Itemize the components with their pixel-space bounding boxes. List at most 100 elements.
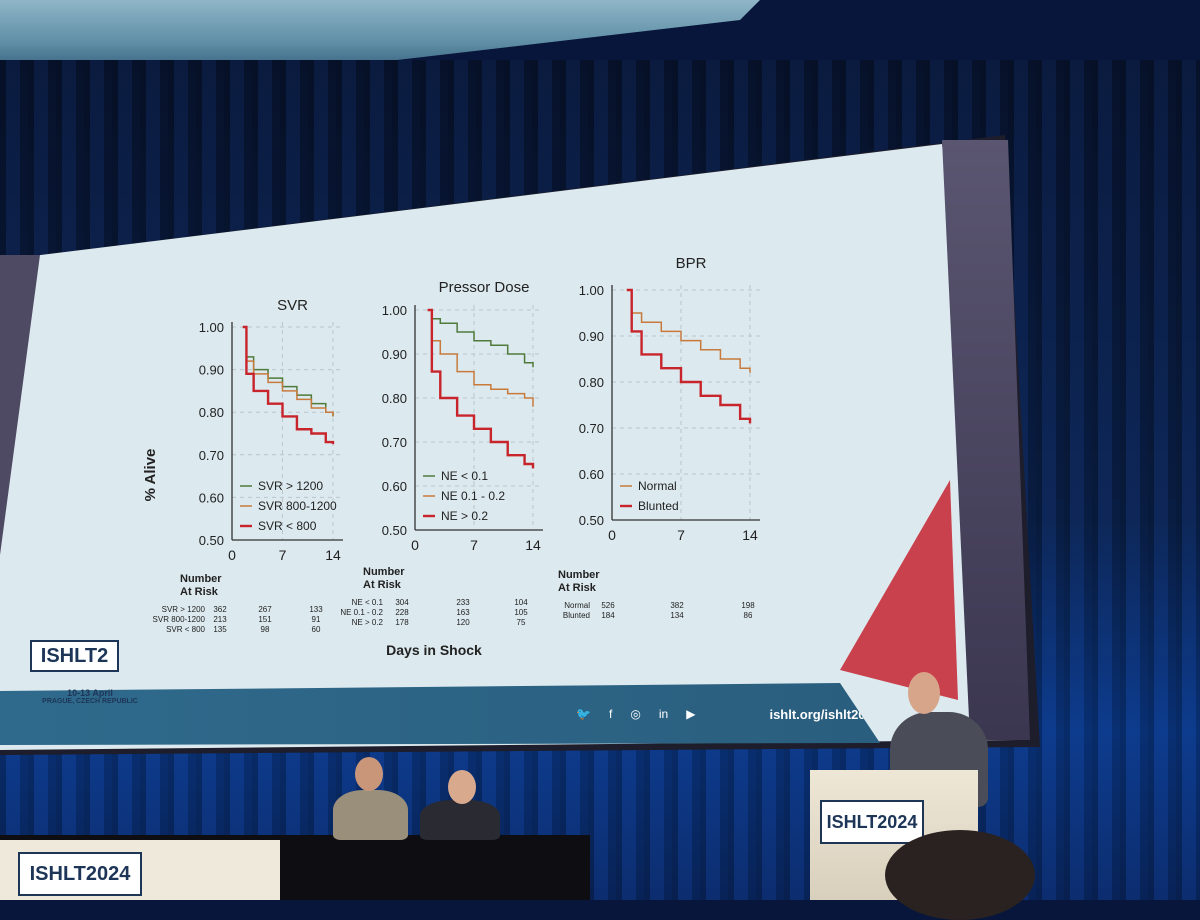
x-tick-label: 0	[411, 537, 419, 553]
panelist-2	[420, 800, 500, 840]
x-tick-label: 7	[279, 547, 287, 563]
at-risk-value: 304	[395, 598, 409, 607]
y-tick-label: 0.90	[579, 329, 604, 344]
at-risk-value: 151	[258, 615, 272, 624]
at-risk-value: 198	[741, 601, 755, 610]
at-risk-value: 98	[261, 625, 270, 634]
x-tick-label: 0	[608, 527, 616, 543]
panelist-2-head	[448, 770, 476, 804]
conference-logo: ISHLT2	[30, 640, 119, 672]
series-line-svr-800	[242, 325, 335, 445]
footer-url: ishlt.org/ishlt2024	[769, 706, 880, 722]
x-tick-label: 7	[677, 527, 685, 543]
panelist-1-head	[355, 757, 383, 791]
x-tick-label: 0	[228, 547, 236, 563]
y-tick-label: 1.00	[579, 283, 604, 298]
series-line-ne-0-1	[427, 309, 534, 368]
at-risk-header: At Risk	[180, 586, 219, 598]
legend-label: SVR 800-1200	[258, 499, 337, 513]
at-risk-value: 233	[456, 598, 470, 607]
legend-label: SVR < 800	[258, 519, 317, 533]
y-tick-label: 0.50	[199, 533, 224, 548]
at-risk-value: 382	[670, 601, 684, 610]
y-tick-label: 0.50	[382, 523, 407, 538]
at-risk-row-label: NE < 0.1	[352, 598, 384, 607]
at-risk-value: 105	[514, 608, 528, 617]
slide-footer: 🐦 f ◎ in ▶ ishlt.org/ishlt2024	[0, 683, 880, 745]
at-risk-row-label: SVR < 800	[166, 625, 205, 634]
series-line-svr-800-1200	[242, 326, 334, 417]
at-risk-value: 60	[312, 625, 321, 634]
at-risk-header: At Risk	[558, 582, 597, 594]
y-tick-label: 0.60	[579, 467, 604, 482]
series-line-blunted	[626, 288, 752, 424]
at-risk-row-label: Blunted	[563, 611, 590, 620]
legend-label: Normal	[638, 479, 677, 493]
speaker-head	[908, 672, 940, 714]
at-risk-value: 104	[514, 598, 528, 607]
series-line-ne-0-2	[427, 308, 535, 469]
at-risk-value: 75	[517, 618, 526, 627]
series-line-normal	[626, 289, 751, 373]
y-tick-label: 0.70	[199, 448, 224, 463]
at-risk-row-label: SVR 800-1200	[153, 615, 206, 624]
at-risk-value: 184	[601, 611, 615, 620]
at-risk-value: 362	[213, 605, 227, 614]
y-axis-title: % Alive	[142, 449, 159, 502]
y-tick-label: 0.70	[579, 421, 604, 436]
y-tick-label: 0.50	[579, 513, 604, 528]
y-tick-label: 0.60	[199, 490, 224, 505]
kaplan-meier-charts: 0.50 0.60 0.70 0.80 0.90 1.00 0 7 14 SVR SVR > 120…	[142, 255, 760, 658]
y-tick-label: 0.90	[382, 347, 407, 362]
linkedin-icon[interactable]: in	[658, 707, 669, 721]
at-risk-value: 526	[601, 601, 615, 610]
at-risk-value: 120	[456, 618, 470, 627]
at-risk-value: 134	[670, 611, 684, 620]
x-tick-label: 7	[470, 537, 478, 553]
y-tick-label: 0.80	[579, 375, 604, 390]
legend-label: Blunted	[638, 499, 679, 513]
legend-label: NE 0.1 - 0.2	[441, 489, 505, 503]
y-tick-label: 0.90	[199, 363, 224, 378]
legend-label: NE > 0.2	[441, 509, 488, 523]
at-risk-value: 163	[456, 608, 470, 617]
presentation-slide	[0, 144, 1022, 750]
at-risk-value: 228	[395, 608, 409, 617]
at-risk-value: 133	[309, 605, 323, 614]
youtube-icon[interactable]: ▶	[686, 707, 696, 721]
y-tick-label: 1.00	[382, 303, 407, 318]
y-tick-label: 0.70	[382, 435, 407, 450]
at-risk-value: 86	[744, 611, 753, 620]
at-risk-row-label: SVR > 1200	[162, 605, 206, 614]
x-tick-label: 14	[742, 527, 758, 543]
facebook-icon[interactable]: f	[609, 707, 613, 721]
instagram-icon[interactable]: ◎	[630, 707, 641, 721]
at-risk-header: Number	[180, 573, 222, 585]
panelist-1	[333, 790, 408, 840]
at-risk-value: 135	[213, 625, 227, 634]
conference-location: PRAGUE, CZECH REPUBLIC	[42, 698, 138, 705]
at-risk-header: Number	[558, 569, 600, 581]
at-risk-header: At Risk	[363, 579, 402, 591]
chart-title: BPR	[676, 255, 707, 272]
at-risk-row-label: NE 0.1 - 0.2	[340, 608, 383, 617]
at-risk-value: 91	[312, 615, 321, 624]
at-risk-value: 267	[258, 605, 272, 614]
x-tick-label: 14	[325, 547, 341, 563]
y-tick-label: 1.00	[199, 320, 224, 335]
twitter-icon[interactable]: 🐦	[576, 707, 592, 721]
y-tick-label: 0.80	[199, 405, 224, 420]
table-banner-logo: ISHLT2024	[18, 852, 142, 896]
at-risk-value: 178	[395, 618, 409, 627]
legend-label: SVR > 1200	[258, 479, 323, 493]
conference-dates: 10-13 April	[67, 688, 113, 698]
podium-logo: ISHLT2024	[820, 800, 924, 844]
y-tick-label: 0.60	[382, 479, 407, 494]
x-tick-label: 14	[525, 537, 541, 553]
chart-title: SVR	[277, 297, 308, 314]
chart-title: Pressor Dose	[439, 279, 530, 296]
series-line-ne-0-1-0-2	[427, 309, 534, 407]
x-axis-title: Days in Shock	[386, 642, 482, 658]
audience-head	[885, 830, 1035, 920]
at-risk-value: 213	[213, 615, 227, 624]
